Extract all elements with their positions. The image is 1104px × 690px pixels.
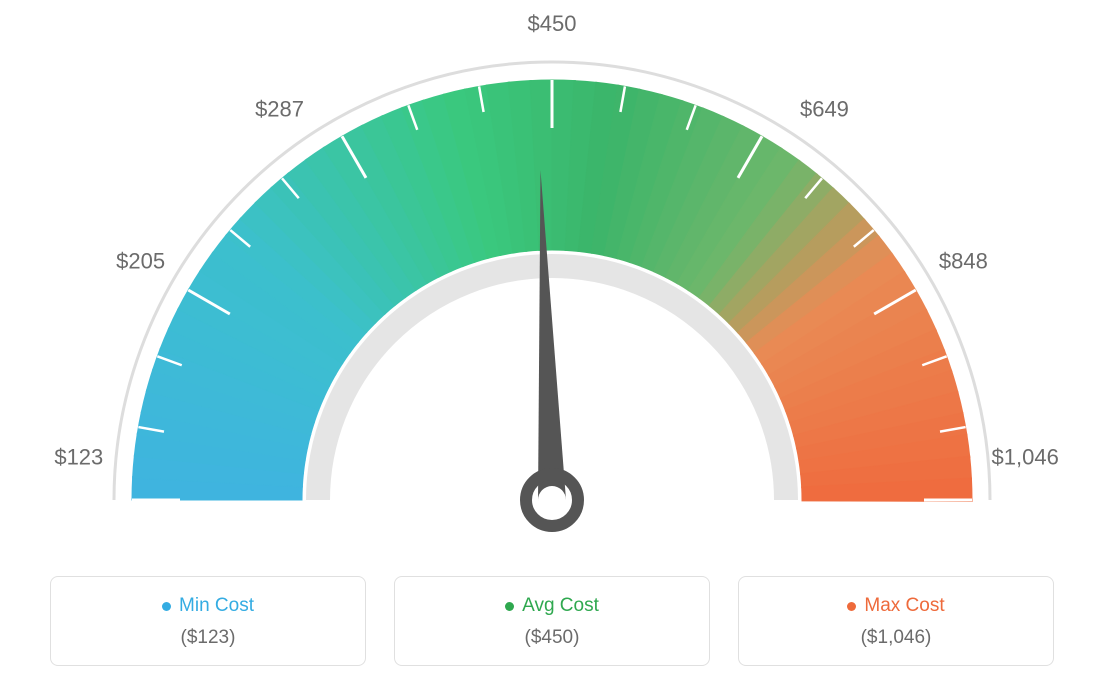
legend-card-min: Min Cost ($123): [50, 576, 366, 666]
legend-card-avg: Avg Cost ($450): [394, 576, 710, 666]
legend-label-min: Min Cost: [179, 595, 254, 617]
legend-dot-min: [162, 602, 171, 611]
legend-label-max: Max Cost: [864, 595, 944, 617]
tick-label: $1,046: [992, 444, 1059, 469]
legend-label-avg: Avg Cost: [522, 595, 599, 617]
legend-dot-avg: [505, 602, 514, 611]
tick-label: $649: [800, 97, 849, 122]
gauge-area: $123 $205 $287 $450 $649 $848 $1,046: [0, 0, 1104, 560]
gauge-svg: $123 $205 $287 $450 $649 $848 $1,046: [0, 0, 1104, 560]
legend-value-avg: ($450): [405, 627, 699, 649]
legend-value-min: ($123): [61, 627, 355, 649]
needle-hub-inner: [538, 486, 566, 514]
legend-value-max: ($1,046): [749, 627, 1043, 649]
tick-label: $848: [939, 248, 988, 273]
legend-dot-max: [847, 602, 856, 611]
legend-row: Min Cost ($123) Avg Cost ($450) Max Cost…: [0, 576, 1104, 666]
tick-label: $123: [54, 444, 103, 469]
tick-label: $450: [528, 11, 577, 36]
legend-card-max: Max Cost ($1,046): [738, 576, 1054, 666]
tick-label: $205: [116, 248, 165, 273]
tick-label: $287: [255, 97, 304, 122]
cost-gauge-chart: $123 $205 $287 $450 $649 $848 $1,046 Min Cost …: [0, 0, 1104, 690]
